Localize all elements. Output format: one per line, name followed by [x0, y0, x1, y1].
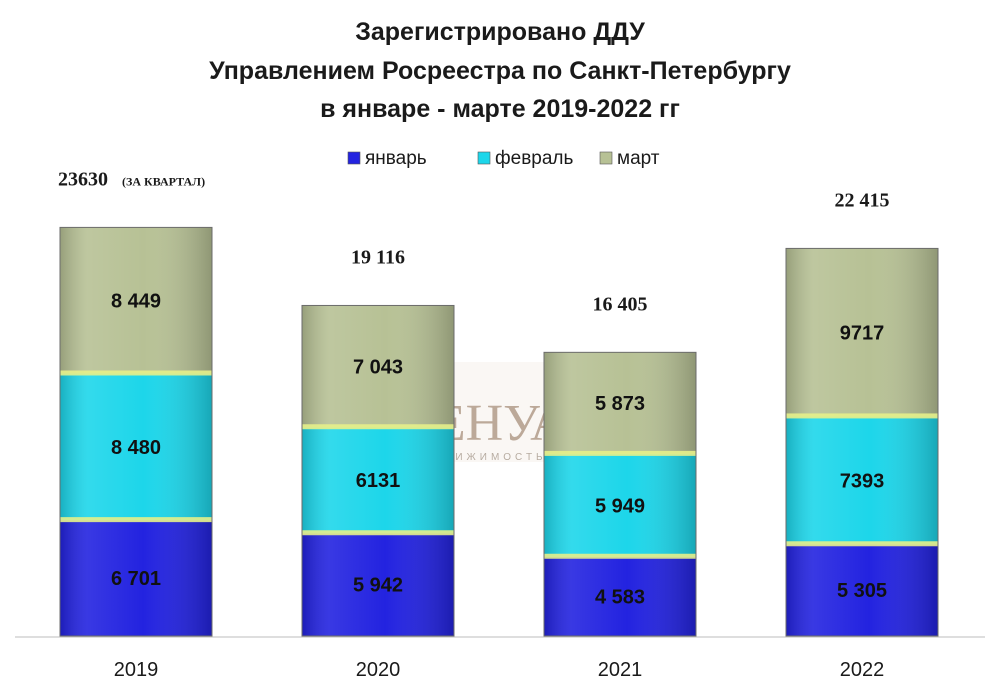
bar-outline-2021: [543, 351, 697, 637]
bar-shading-march-2020: [302, 305, 454, 428]
data-label-february-2022: 7393: [840, 470, 885, 492]
bar-stack-2019: 6 701 8 480 8 449 23630 (ЗА КВАРТАЛ): [58, 168, 213, 637]
data-label-january-2022: 5 305: [837, 580, 887, 602]
data-label-march-2021: 5 873: [595, 393, 645, 415]
legend-item-february: февраль: [477, 148, 574, 169]
chart-title-line-2: Управлением Росреестра по Санкт-Петербур…: [209, 57, 791, 85]
bar-shading-january-2020: [302, 533, 454, 636]
bar-separator-february-2022: [786, 541, 938, 547]
data-label-february-2021: 5 949: [595, 495, 645, 517]
legend-swatch-february: [477, 151, 491, 165]
x-tick-label-2021: 2021: [598, 659, 643, 681]
bar-separator-march-2020: [302, 424, 454, 430]
data-label-february-2019: 8 480: [111, 437, 161, 459]
x-tick-label-2019: 2019: [114, 659, 159, 681]
data-label-january-2019: 6 701: [111, 568, 161, 590]
bar-stack-2020: 5 942 6131 7 043 19 116: [301, 246, 455, 637]
chart-bars: 6 701 8 480 8 449 23630 (ЗА КВАРТАЛ) 5 942 613…: [58, 168, 939, 637]
total-note-2019: (ЗА КВАРТАЛ): [122, 174, 205, 188]
legend-item-march: март: [599, 148, 660, 169]
data-label-march-2022: 9717: [840, 322, 885, 344]
x-axis: 2019 2020 2021 2022: [15, 636, 985, 681]
bar-shading-february-2021: [544, 453, 696, 557]
total-label-2022: 22 415: [835, 189, 890, 211]
chart-title-line-1: Зарегистрировано ДДУ: [355, 18, 645, 46]
bar-shading-january-2019: [60, 520, 212, 636]
bar-separator-february-2019: [60, 517, 212, 523]
bar-separator-march-2021: [544, 450, 696, 456]
bar-shading-march-2019: [60, 227, 212, 374]
legend-label-february: февраль: [495, 148, 574, 169]
legend-label-march: март: [617, 148, 660, 169]
data-label-march-2020: 7 043: [353, 356, 403, 378]
bar-outline-2019: [59, 226, 213, 637]
bar-separator-february-2020: [302, 530, 454, 536]
x-tick-label-2020: 2020: [356, 659, 401, 681]
bar-shading-march-2021: [544, 352, 696, 454]
bar-outline-2022: [785, 247, 939, 637]
x-tick-label-2022: 2022: [840, 659, 885, 681]
bar-separator-march-2022: [786, 413, 938, 419]
legend-item-january: январь: [347, 148, 427, 169]
data-label-january-2021: 4 583: [595, 586, 645, 608]
data-label-march-2019: 8 449: [111, 290, 161, 312]
bar-shading-january-2021: [544, 556, 696, 636]
total-label-2020: 19 116: [351, 246, 405, 268]
bar-shading-january-2022: [786, 544, 938, 636]
bar-separator-march-2019: [60, 370, 212, 376]
data-label-february-2020: 6131: [356, 470, 401, 492]
bar-shading-march-2022: [786, 248, 938, 417]
total-label-2019: 23630: [58, 168, 108, 190]
bar-shading-february-2019: [60, 373, 212, 521]
bar-shading-february-2020: [302, 427, 454, 534]
bar-outline-2020: [301, 304, 455, 637]
total-label-2021: 16 405: [593, 293, 648, 315]
chart-title-line-3: в январе - марте 2019-2022 гг: [320, 95, 680, 123]
legend-swatch-january: [347, 151, 361, 165]
legend-swatch-march: [599, 151, 613, 165]
bar-stack-2021: 4 583 5 949 5 873 16 405: [543, 293, 697, 637]
watermark-subtitle: НЕДВИЖИМОСТЬ: [412, 452, 547, 463]
data-label-january-2020: 5 942: [353, 575, 403, 597]
bar-separator-february-2021: [544, 553, 696, 559]
legend-label-january: январь: [365, 148, 427, 169]
bar-stack-2022: 5 305 7393 9717 22 415: [785, 189, 939, 637]
bar-shading-february-2022: [786, 416, 938, 545]
chart-legend: январь февраль март: [347, 148, 660, 169]
chart-title: Зарегистрировано ДДУ Управлением Росреес…: [209, 18, 791, 123]
